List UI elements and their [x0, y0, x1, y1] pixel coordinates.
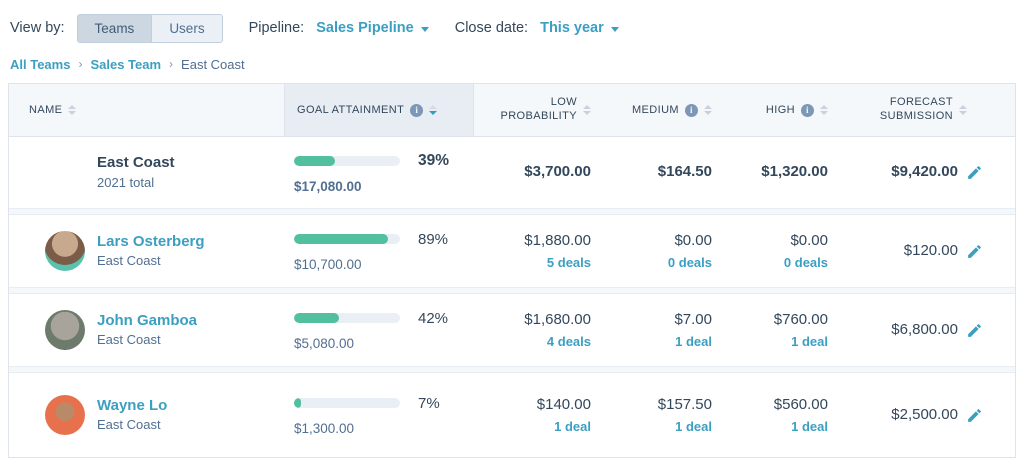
column-header-medium[interactable]: MEDIUM i — [609, 84, 746, 136]
deals-link[interactable]: 1 deal — [791, 418, 828, 434]
forecast-submission-value: $120.00 — [903, 241, 958, 259]
row-subtitle: East Coast — [97, 417, 161, 433]
forecast-table: NAME GOAL ATTAINMENT i LOW PROBABILITY M… — [8, 83, 1016, 458]
edit-pencil-icon[interactable] — [966, 243, 983, 260]
edit-pencil-icon[interactable] — [966, 407, 983, 424]
goal-percent: 7% — [418, 394, 440, 412]
toolbar: View by: Teams Users Pipeline: Sales Pip… — [0, 0, 1024, 44]
close-date-dropdown-value: This year — [540, 20, 604, 36]
table-row-user: John Gamboa East Coast 42% $5,080.00 $1,… — [9, 293, 1015, 367]
team-name: East Coast — [97, 154, 175, 172]
deals-link[interactable]: 5 deals — [546, 254, 591, 270]
sort-icon[interactable] — [704, 105, 712, 115]
user-name-link[interactable]: Lars Osterberg — [97, 232, 205, 250]
avatar — [45, 231, 85, 271]
deals-link[interactable]: 0 deals — [667, 254, 712, 270]
view-by-toggle: Teams Users — [76, 13, 223, 43]
users-toggle-button[interactable]: Users — [152, 14, 222, 42]
goal-progress-bar — [294, 234, 400, 244]
chevron-down-icon — [610, 26, 619, 32]
breadcrumb-current: East Coast — [181, 56, 245, 72]
deals-link[interactable]: 1 deal — [554, 418, 591, 434]
medium-value: $0.00 — [674, 232, 712, 249]
low-probability-value: $1,680.00 — [524, 311, 591, 328]
close-date-label: Close date: — [454, 20, 529, 36]
forecast-submission-value: $9,420.00 — [891, 163, 958, 181]
edit-pencil-icon[interactable] — [966, 322, 983, 339]
deals-link[interactable]: 1 deal — [675, 333, 712, 349]
goal-percent: 89% — [418, 230, 449, 248]
breadcrumb-separator: › — [78, 57, 83, 71]
chevron-down-icon — [420, 26, 429, 32]
forecast-submission-value: $6,800.00 — [891, 320, 958, 338]
user-name-link[interactable]: Wayne Lo — [97, 396, 168, 414]
goal-progress-bar — [294, 155, 400, 166]
goal-progress-bar — [294, 313, 400, 323]
high-value: $1,320.00 — [761, 163, 828, 181]
low-probability-value: $1,880.00 — [524, 232, 591, 249]
table-row-user: Lars Osterberg East Coast 89% $10,700.00… — [9, 214, 1015, 288]
table-header-row: NAME GOAL ATTAINMENT i LOW PROBABILITY M… — [9, 84, 1015, 137]
column-header-high[interactable]: HIGH i — [746, 84, 874, 136]
view-by-label: View by: — [10, 20, 65, 36]
goal-amount: $10,700.00 — [294, 256, 362, 272]
pipeline-label: Pipeline: — [248, 20, 305, 36]
low-probability-value: $140.00 — [536, 396, 591, 413]
column-header-goal-attainment[interactable]: GOAL ATTAINMENT i — [284, 84, 474, 136]
info-icon[interactable]: i — [801, 103, 814, 117]
pipeline-dropdown-value: Sales Pipeline — [316, 20, 414, 36]
pipeline-dropdown[interactable]: Sales Pipeline — [316, 20, 429, 36]
close-date-dropdown[interactable]: This year — [540, 20, 619, 36]
deals-link[interactable]: 4 deals — [546, 333, 591, 349]
edit-pencil-icon[interactable] — [966, 164, 983, 181]
sort-icon[interactable] — [820, 105, 828, 115]
high-value: $760.00 — [773, 311, 828, 328]
medium-value: $7.00 — [674, 311, 712, 328]
avatar — [45, 395, 85, 435]
user-name-link[interactable]: John Gamboa — [97, 311, 198, 329]
breadcrumb-all-teams[interactable]: All Teams — [10, 56, 71, 72]
goal-amount: $5,080.00 — [294, 335, 355, 351]
row-subtitle: 2021 total — [97, 174, 155, 190]
breadcrumb: All Teams › Sales Team › East Coast — [0, 44, 1024, 74]
medium-value: $164.50 — [657, 163, 712, 181]
medium-value: $157.50 — [657, 396, 712, 413]
column-header-name[interactable]: NAME — [9, 84, 284, 136]
goal-amount: $1,300.00 — [294, 420, 355, 436]
breadcrumb-separator: › — [169, 57, 174, 71]
sort-icon[interactable] — [68, 105, 77, 115]
forecast-submission-value: $2,500.00 — [891, 405, 958, 423]
breadcrumb-sales-team[interactable]: Sales Team — [90, 56, 162, 72]
table-row-team-total: East Coast 2021 total 39% $17,080.00 $3,… — [9, 137, 1015, 209]
row-subtitle: East Coast — [97, 332, 161, 348]
sort-icon[interactable] — [959, 105, 967, 115]
low-probability-value: $3,700.00 — [524, 163, 591, 181]
deals-link[interactable]: 1 deal — [791, 333, 828, 349]
sort-icon[interactable] — [583, 105, 591, 115]
goal-amount: $17,080.00 — [294, 178, 362, 194]
info-icon[interactable]: i — [685, 103, 698, 117]
sort-icon[interactable] — [429, 105, 438, 115]
column-header-low-probability[interactable]: LOW PROBABILITY — [474, 84, 609, 136]
teams-toggle-button[interactable]: Teams — [77, 14, 153, 42]
avatar — [45, 310, 85, 350]
goal-progress-bar — [294, 398, 400, 408]
table-row-user: Wayne Lo East Coast 7% $1,300.00 $140.00… — [9, 372, 1015, 457]
high-value: $0.00 — [790, 232, 828, 249]
goal-percent: 39% — [418, 151, 450, 169]
deals-link[interactable]: 0 deals — [783, 254, 828, 270]
deals-link[interactable]: 1 deal — [675, 418, 712, 434]
column-header-forecast-submission[interactable]: FORECAST SUBMISSION — [874, 84, 1015, 136]
info-icon[interactable]: i — [410, 103, 424, 117]
high-value: $560.00 — [773, 396, 828, 413]
goal-percent: 42% — [418, 309, 449, 327]
row-subtitle: East Coast — [97, 253, 161, 269]
